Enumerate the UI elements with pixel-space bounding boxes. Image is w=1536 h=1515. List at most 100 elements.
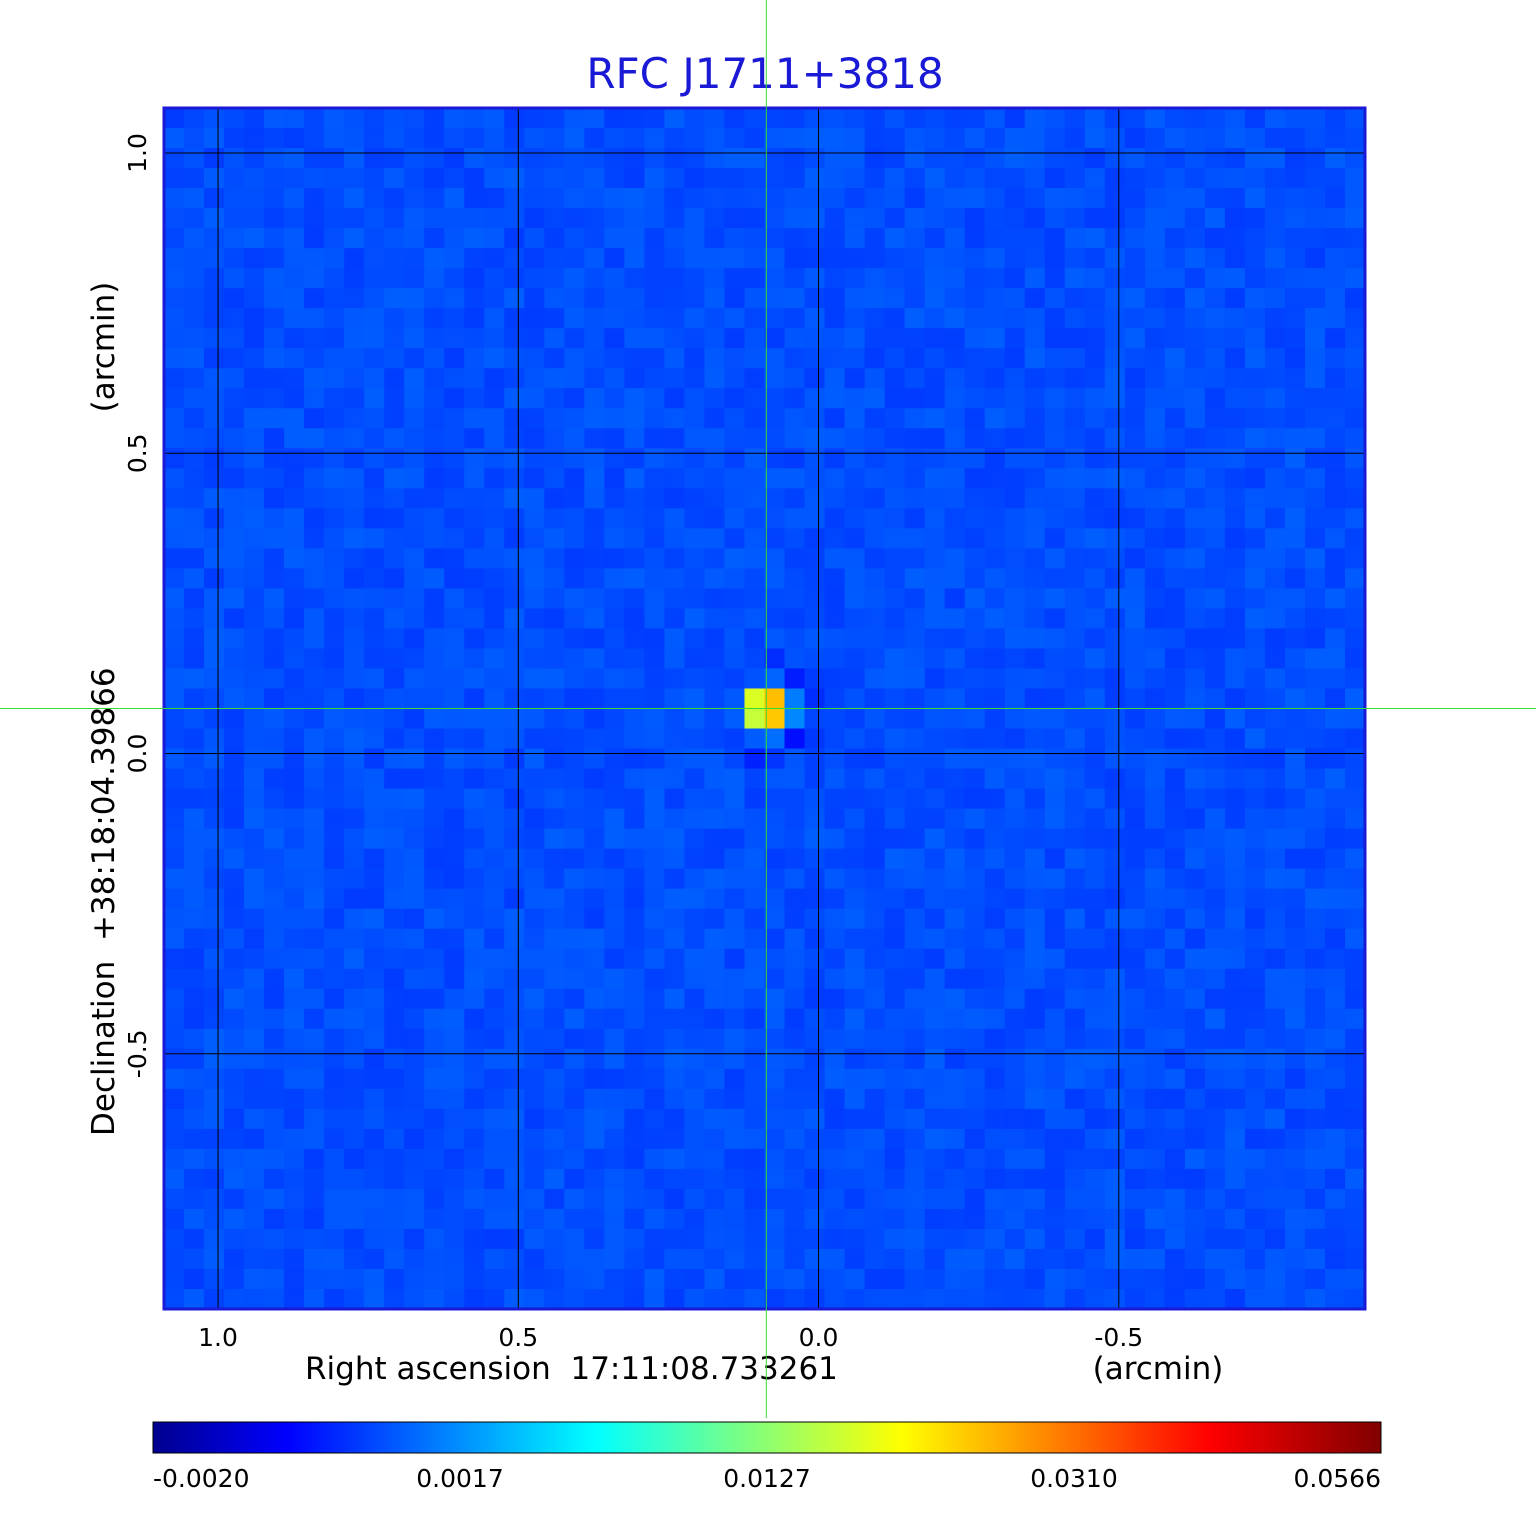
image-pixel bbox=[1044, 1008, 1066, 1030]
image-pixel bbox=[1184, 728, 1206, 750]
image-pixel bbox=[544, 668, 565, 690]
image-pixel bbox=[804, 148, 826, 169]
image-pixel bbox=[584, 1028, 605, 1050]
image-pixel bbox=[644, 628, 666, 650]
image-pixel bbox=[684, 228, 706, 249]
image-pixel bbox=[524, 828, 545, 850]
image-pixel bbox=[284, 308, 305, 329]
image-pixel bbox=[884, 388, 906, 409]
image-pixel bbox=[1184, 1128, 1206, 1150]
image-pixel bbox=[264, 1008, 285, 1030]
image-pixel bbox=[1024, 208, 1046, 229]
image-pixel bbox=[864, 828, 886, 850]
image-pixel bbox=[444, 748, 465, 770]
image-pixel bbox=[444, 268, 465, 289]
image-pixel bbox=[504, 548, 525, 569]
image-pixel bbox=[1124, 1148, 1146, 1170]
image-pixel bbox=[1244, 1008, 1266, 1030]
image-pixel bbox=[464, 1208, 485, 1230]
image-pixel bbox=[544, 1288, 565, 1309]
image-pixel bbox=[224, 108, 245, 129]
image-pixel bbox=[444, 468, 465, 489]
image-pixel bbox=[1304, 148, 1326, 169]
image-pixel bbox=[524, 1248, 545, 1270]
image-pixel bbox=[1144, 588, 1166, 610]
image-pixel bbox=[1144, 308, 1166, 329]
image-pixel bbox=[804, 1128, 826, 1150]
image-pixel bbox=[1064, 548, 1086, 569]
image-pixel bbox=[484, 628, 505, 650]
colorbar-tick-labels: -0.0020 0.0017 0.0127 0.0310 0.0566 bbox=[153, 1464, 1381, 1493]
image-pixel bbox=[944, 328, 966, 349]
image-pixel bbox=[624, 1028, 645, 1050]
image-pixel bbox=[884, 1268, 906, 1290]
image-pixel bbox=[584, 1228, 605, 1250]
image-pixel bbox=[864, 468, 886, 489]
image-pixel bbox=[1224, 408, 1246, 429]
image-pixel bbox=[664, 628, 686, 650]
image-pixel bbox=[1224, 508, 1246, 529]
image-pixel bbox=[1024, 128, 1046, 149]
image-pixel bbox=[1064, 1148, 1086, 1170]
image-pixel bbox=[544, 348, 565, 369]
image-pixel bbox=[544, 808, 565, 830]
image-pixel bbox=[384, 608, 405, 630]
image-pixel bbox=[404, 168, 425, 189]
image-pixel bbox=[1224, 928, 1246, 950]
image-pixel bbox=[984, 288, 1006, 309]
image-pixel bbox=[284, 828, 305, 850]
image-pixel bbox=[344, 448, 365, 469]
image-pixel bbox=[664, 1248, 686, 1270]
image-pixel bbox=[224, 468, 245, 489]
image-pixel bbox=[964, 328, 986, 349]
image-pixel bbox=[204, 768, 225, 790]
image-pixel bbox=[184, 1248, 205, 1270]
image-pixel bbox=[504, 368, 525, 389]
image-pixel bbox=[824, 488, 846, 509]
image-pixel bbox=[244, 288, 265, 309]
image-pixel bbox=[684, 208, 706, 229]
image-pixel bbox=[1344, 288, 1365, 309]
image-pixel bbox=[1124, 908, 1146, 930]
image-pixel bbox=[1144, 688, 1166, 710]
image-pixel bbox=[1024, 708, 1046, 730]
image-pixel bbox=[324, 748, 345, 770]
x-tick-labels: 1.0 0.5 0.0 -0.5 bbox=[198, 1323, 1143, 1352]
image-pixel bbox=[1244, 368, 1266, 389]
image-pixel bbox=[1024, 768, 1046, 790]
image-pixel bbox=[1044, 428, 1066, 449]
image-pixel bbox=[1164, 1148, 1186, 1170]
image-pixel bbox=[1264, 708, 1286, 730]
image-pixel bbox=[724, 688, 746, 710]
image-pixel bbox=[1304, 448, 1326, 469]
image-pixel bbox=[1184, 1028, 1206, 1050]
image-pixel bbox=[164, 308, 185, 329]
image-pixel bbox=[704, 1228, 726, 1250]
image-pixel bbox=[984, 708, 1006, 730]
image-pixel bbox=[724, 1048, 746, 1070]
image-pixel bbox=[604, 948, 625, 970]
image-pixel bbox=[524, 388, 545, 409]
image-pixel bbox=[604, 428, 625, 449]
image-pixel bbox=[584, 708, 605, 730]
image-pixel bbox=[524, 1228, 545, 1250]
image-pixel bbox=[1224, 648, 1246, 670]
image-pixel bbox=[344, 708, 365, 730]
image-pixel bbox=[944, 408, 966, 429]
image-pixel bbox=[864, 488, 886, 509]
image-pixel bbox=[944, 748, 966, 770]
image-pixel bbox=[324, 568, 345, 589]
image-pixel bbox=[744, 388, 766, 409]
image-pixel bbox=[304, 968, 325, 990]
image-pixel bbox=[1204, 468, 1226, 489]
image-pixel bbox=[984, 1148, 1006, 1170]
image-pixel bbox=[844, 568, 866, 589]
image-pixel bbox=[404, 1048, 425, 1070]
image-pixel bbox=[644, 1268, 666, 1290]
image-pixel bbox=[504, 308, 525, 329]
image-pixel bbox=[1284, 768, 1306, 790]
image-pixel bbox=[1184, 128, 1206, 149]
image-pixel bbox=[1064, 868, 1086, 890]
image-pixel bbox=[624, 488, 645, 509]
image-pixel bbox=[904, 948, 926, 970]
